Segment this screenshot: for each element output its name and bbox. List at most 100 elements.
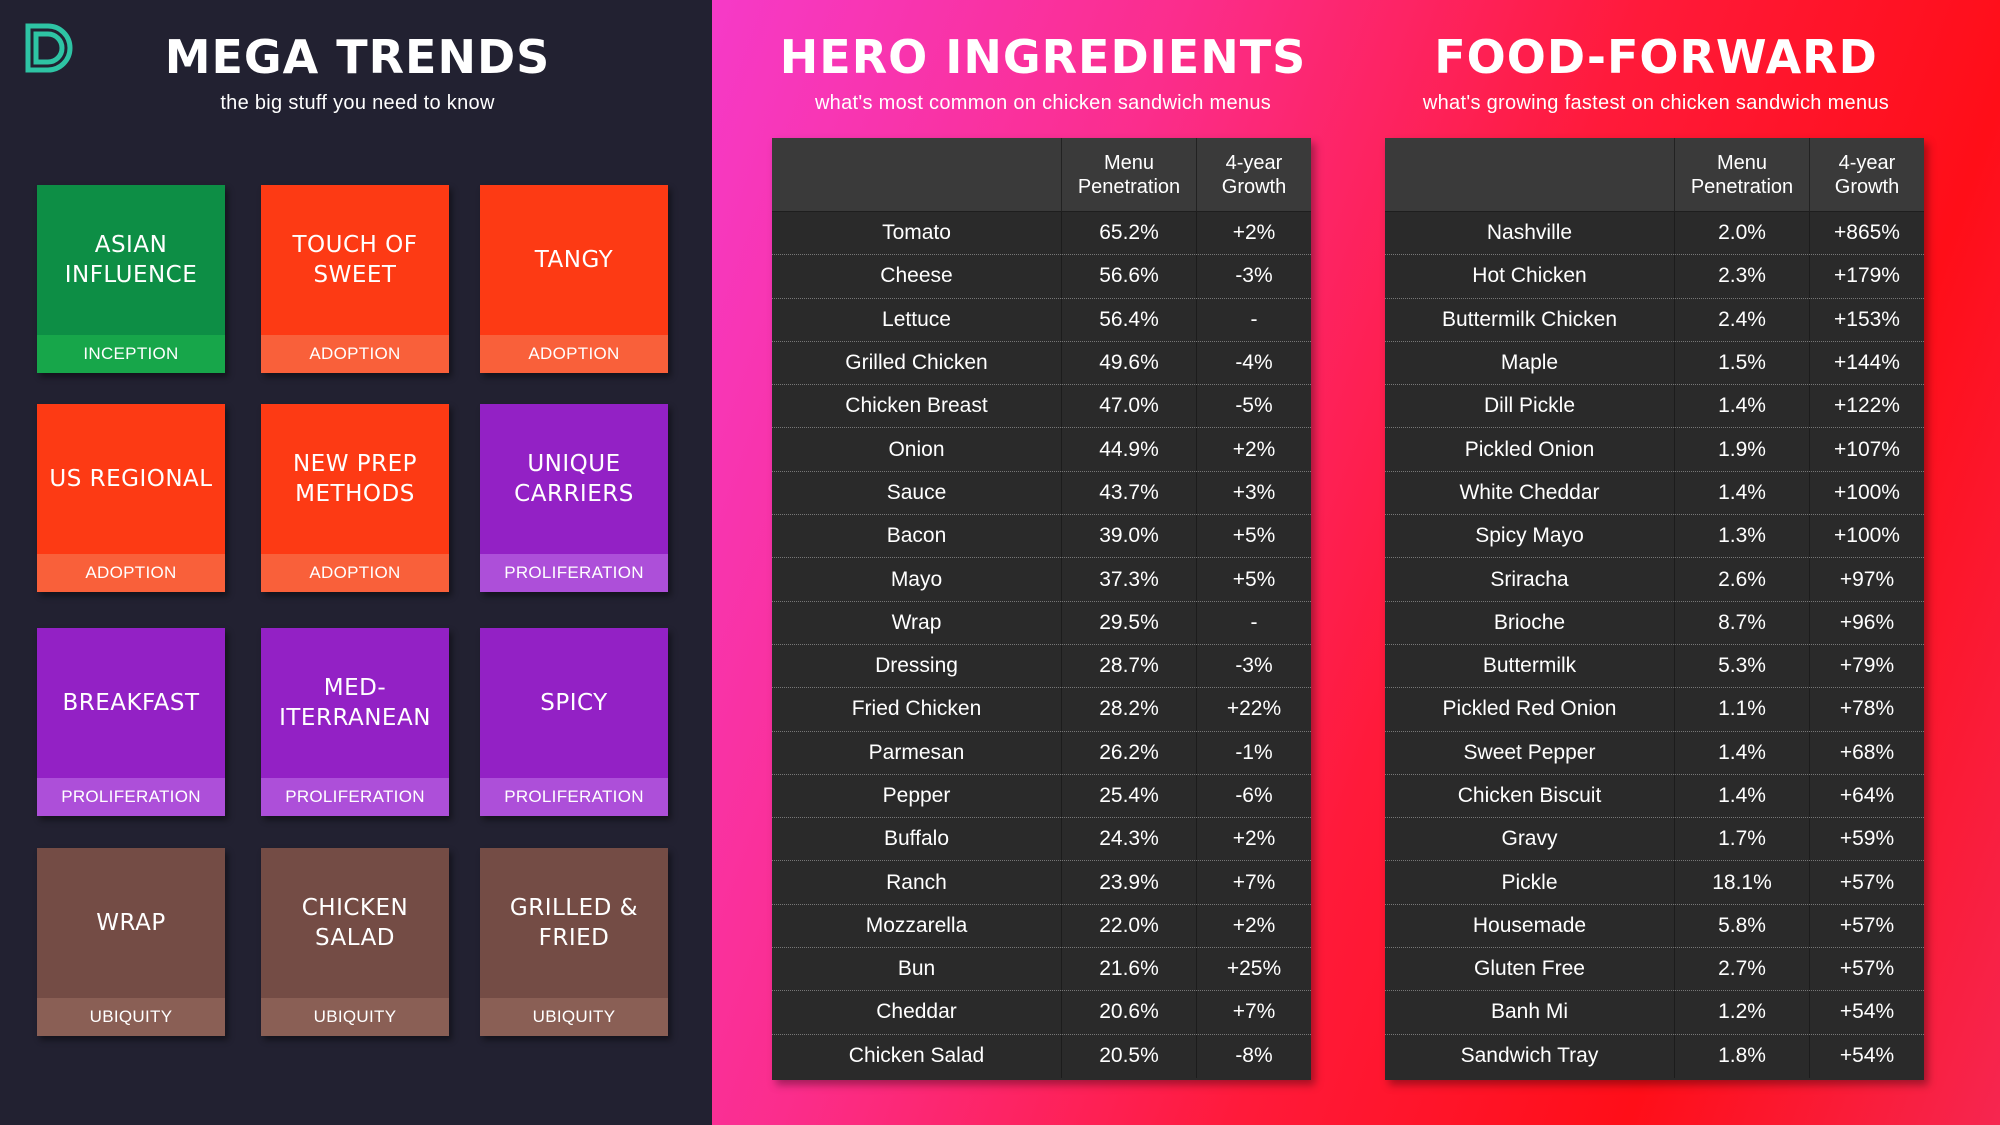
trend-tile: SPICY PROLIFERATION bbox=[480, 628, 668, 816]
growth-cell: +179% bbox=[1834, 264, 1900, 288]
table-row: Pickled Onion 1.9% +107% bbox=[1385, 428, 1924, 472]
ingredient-cell: Chicken Salad bbox=[772, 1034, 1062, 1078]
trend-stage-badge: UBIQUITY bbox=[37, 998, 225, 1036]
ingredient-cell: Ranch bbox=[772, 861, 1062, 904]
ingredient-cell: Banh Mi bbox=[1385, 991, 1675, 1034]
penetration-cell: 1.4% bbox=[1675, 774, 1810, 818]
ingredient-cell: Maple bbox=[1385, 341, 1675, 385]
growth-cell: -3% bbox=[1235, 654, 1273, 678]
ingredient-cell: Cheddar bbox=[772, 991, 1062, 1034]
ingredient-cell: Buttermilk Chicken bbox=[1385, 298, 1675, 341]
trend-tile: US REGIONAL ADOPTION bbox=[37, 404, 225, 592]
table-row: Lettuce 56.4% - bbox=[772, 298, 1311, 342]
penetration-cell: 8.7% bbox=[1675, 601, 1810, 644]
table-row: Buffalo 24.3% +2% bbox=[772, 818, 1311, 862]
ingredient-cell: Chicken Breast bbox=[772, 385, 1062, 428]
ingredient-cell: Housemade bbox=[1385, 904, 1675, 948]
table-row: Mayo 37.3% +5% bbox=[772, 558, 1311, 602]
ingredient-cell: Nashville bbox=[1385, 212, 1675, 255]
table-row: Dressing 28.7% -3% bbox=[772, 644, 1311, 689]
trend-tile: WRAP UBIQUITY bbox=[37, 848, 225, 1036]
trend-name: UNIQUE CARRIERS bbox=[514, 451, 634, 507]
trend-stage-badge: ADOPTION bbox=[261, 335, 449, 373]
growth-cell: +5% bbox=[1232, 524, 1276, 548]
table-row: Chicken Salad 20.5% -8% bbox=[772, 1034, 1311, 1078]
table-row: Buttermilk Chicken 2.4% +153% bbox=[1385, 298, 1924, 342]
table-row: Chicken Breast 47.0% -5% bbox=[772, 385, 1311, 429]
table-row: Brioche 8.7% +96% bbox=[1385, 601, 1924, 645]
growth-cell: +96% bbox=[1839, 610, 1895, 634]
penetration-cell: 29.5% bbox=[1062, 601, 1197, 644]
table-row: Tomato 65.2% +2% bbox=[772, 212, 1311, 256]
trend-stage-badge: UBIQUITY bbox=[480, 998, 668, 1036]
table-row: Gravy 1.7% +59% bbox=[1385, 818, 1924, 862]
header-4-year-growth: 4-year Growth bbox=[1834, 151, 1900, 198]
growth-cell: +122% bbox=[1834, 394, 1900, 418]
table-row: Onion 44.9% +2% bbox=[772, 428, 1311, 472]
trend-stage-badge: ADOPTION bbox=[261, 554, 449, 592]
growth-cell: +2% bbox=[1232, 221, 1276, 245]
ingredient-cell: White Cheddar bbox=[1385, 471, 1675, 515]
trend-stage-badge: ADOPTION bbox=[37, 554, 225, 592]
growth-cell: +2% bbox=[1232, 437, 1276, 461]
ingredient-cell: Sriracha bbox=[1385, 558, 1675, 601]
mega-trends-title: MEGA TRENDS bbox=[164, 30, 551, 84]
table-row: Sriracha 2.6% +97% bbox=[1385, 558, 1924, 602]
penetration-cell: 1.9% bbox=[1675, 428, 1810, 471]
ingredient-cell: Pickled Onion bbox=[1385, 428, 1675, 471]
trend-name: ASIAN INFLUENCE bbox=[64, 232, 198, 288]
table-row: Wrap 29.5% - bbox=[772, 601, 1311, 645]
growth-cell: +107% bbox=[1834, 437, 1900, 461]
trend-name: TOUCH OF SWEET bbox=[292, 232, 418, 288]
brand-logo-icon bbox=[25, 23, 73, 73]
penetration-cell: 39.0% bbox=[1062, 515, 1197, 558]
penetration-cell: 2.4% bbox=[1675, 298, 1810, 341]
table-row: Sauce 43.7% +3% bbox=[772, 471, 1311, 516]
ingredient-cell: Dill Pickle bbox=[1385, 385, 1675, 428]
food-forward-table: Menu Penetration 4-year Growth Nashville… bbox=[1385, 138, 1924, 1080]
penetration-cell: 49.6% bbox=[1062, 341, 1197, 385]
trend-tile: GRILLED & FRIED UBIQUITY bbox=[480, 848, 668, 1036]
growth-cell: +57% bbox=[1839, 957, 1895, 981]
penetration-cell: 44.9% bbox=[1062, 428, 1197, 471]
trend-tile: BREAKFAST PROLIFERATION bbox=[37, 628, 225, 816]
penetration-cell: 20.5% bbox=[1062, 1034, 1197, 1078]
growth-cell: -8% bbox=[1235, 1044, 1273, 1068]
growth-cell: +25% bbox=[1226, 957, 1282, 981]
ingredient-cell: Mozzarella bbox=[772, 904, 1062, 948]
penetration-cell: 22.0% bbox=[1062, 904, 1197, 948]
penetration-cell: 1.4% bbox=[1675, 471, 1810, 515]
growth-cell: +2% bbox=[1232, 827, 1276, 851]
trend-stage-badge: PROLIFERATION bbox=[261, 778, 449, 816]
growth-cell: +64% bbox=[1839, 784, 1895, 807]
growth-cell: +57% bbox=[1839, 870, 1895, 894]
trend-name: WRAP bbox=[96, 910, 166, 936]
penetration-cell: 20.6% bbox=[1062, 991, 1197, 1034]
table-row: Chicken Biscuit 1.4% +64% bbox=[1385, 774, 1924, 819]
growth-cell: -6% bbox=[1235, 784, 1273, 807]
penetration-cell: 37.3% bbox=[1062, 558, 1197, 601]
table-row: Cheddar 20.6% +7% bbox=[772, 991, 1311, 1035]
penetration-cell: 1.4% bbox=[1675, 731, 1810, 774]
ingredient-cell: Pickle bbox=[1385, 861, 1675, 904]
table-body: Nashville 2.0% +865% Hot Chicken 2.3% +179% Bu… bbox=[1385, 212, 1924, 1078]
trend-name: TANGY bbox=[534, 247, 614, 273]
growth-cell: +68% bbox=[1839, 740, 1895, 764]
trend-stage-badge: ADOPTION bbox=[480, 335, 668, 373]
header-menu-penetration: Menu Penetration bbox=[1675, 138, 1810, 211]
table-row: White Cheddar 1.4% +100% bbox=[1385, 471, 1924, 516]
table-row: Housemade 5.8% +57% bbox=[1385, 904, 1924, 949]
food-forward-title: FOOD-FORWARD bbox=[1434, 30, 1878, 84]
table-row: Grilled Chicken 49.6% -4% bbox=[772, 341, 1311, 386]
trend-name: GRILLED & FRIED bbox=[509, 895, 639, 951]
penetration-cell: 2.6% bbox=[1675, 558, 1810, 601]
penetration-cell: 43.7% bbox=[1062, 471, 1197, 515]
ingredient-cell: Hot Chicken bbox=[1385, 255, 1675, 298]
table-row: Spicy Mayo 1.3% +100% bbox=[1385, 515, 1924, 559]
penetration-cell: 5.3% bbox=[1675, 644, 1810, 688]
trend-name: US REGIONAL bbox=[49, 466, 213, 492]
trend-tile: UNIQUE CARRIERS PROLIFERATION bbox=[480, 404, 668, 592]
penetration-cell: 5.8% bbox=[1675, 904, 1810, 948]
table-row: Pickle 18.1% +57% bbox=[1385, 861, 1924, 905]
header-menu-penetration: Menu Penetration bbox=[1062, 138, 1197, 211]
